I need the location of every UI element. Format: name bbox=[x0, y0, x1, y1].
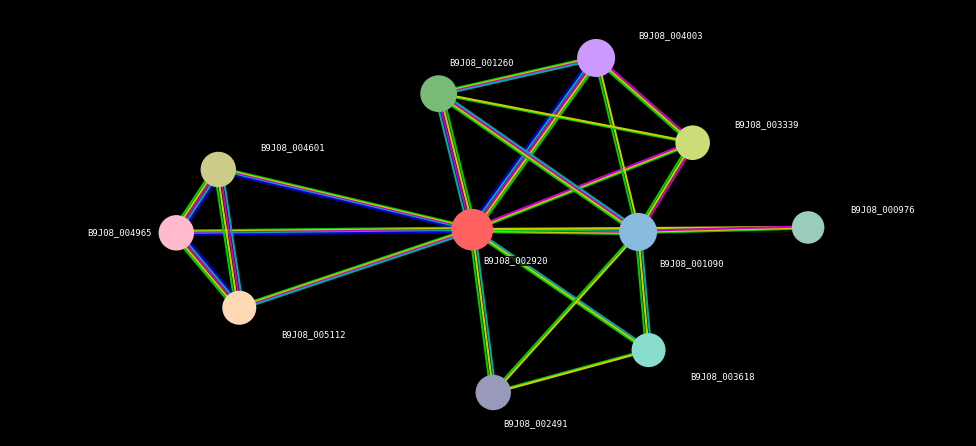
Text: B9J08_003339: B9J08_003339 bbox=[735, 120, 799, 129]
Point bbox=[465, 226, 480, 233]
Point bbox=[800, 224, 816, 231]
Point bbox=[685, 139, 701, 146]
Point bbox=[641, 347, 657, 354]
Point bbox=[630, 228, 646, 235]
Point bbox=[589, 54, 604, 62]
Text: B9J08_002491: B9J08_002491 bbox=[504, 419, 568, 428]
Text: B9J08_005112: B9J08_005112 bbox=[281, 330, 346, 339]
Text: B9J08_001090: B9J08_001090 bbox=[659, 259, 723, 268]
Text: B9J08_001260: B9J08_001260 bbox=[449, 58, 513, 67]
Point bbox=[231, 304, 247, 311]
Text: B9J08_004003: B9J08_004003 bbox=[638, 31, 703, 40]
Point bbox=[211, 166, 226, 173]
Text: B9J08_000976: B9J08_000976 bbox=[850, 205, 915, 214]
Point bbox=[430, 90, 446, 97]
Point bbox=[485, 389, 501, 396]
Text: B9J08_004601: B9J08_004601 bbox=[261, 143, 325, 152]
Point bbox=[169, 229, 184, 236]
Text: B9J08_003618: B9J08_003618 bbox=[691, 372, 755, 381]
Text: B9J08_004965: B9J08_004965 bbox=[87, 228, 151, 237]
Text: B9J08_002920: B9J08_002920 bbox=[483, 256, 548, 265]
